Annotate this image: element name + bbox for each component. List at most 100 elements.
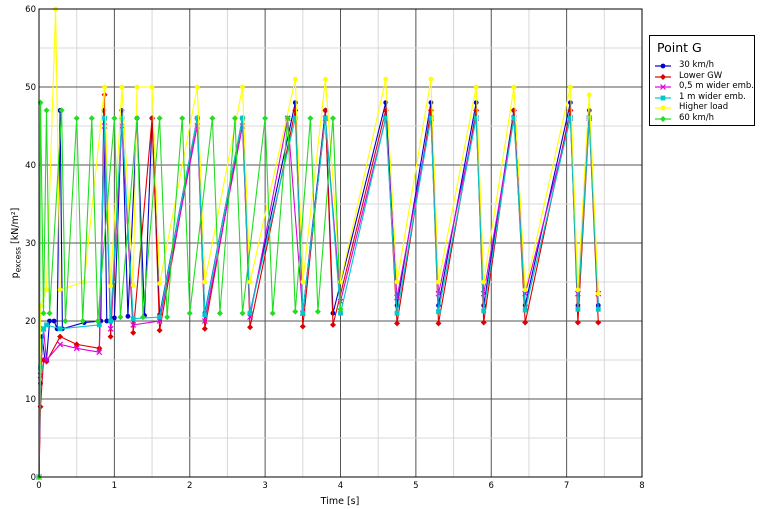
legend-entry: 60 km/h [654,113,754,124]
x-tick-label: 0 [36,481,41,491]
data-point [300,279,306,285]
legend-label: Higher load [679,102,729,112]
data-point [586,92,592,98]
data-point [107,333,114,340]
data-point [149,84,155,90]
legend-swatch [655,63,671,69]
legend-label: 1 m wider emb. [679,91,746,102]
data-point [43,358,50,365]
data-point [480,290,487,297]
data-point [269,310,276,317]
data-point [140,314,147,321]
data-point [157,281,163,286]
data-point [481,279,487,285]
x-tick-label: 6 [489,481,494,491]
data-point [428,115,434,121]
series-4 [36,6,601,480]
data-point [130,282,136,288]
x-tick-label: 3 [262,481,267,491]
data-point [231,115,238,122]
y-tick-label: 50 [25,83,36,93]
data-point [44,287,49,293]
data-point [46,310,53,317]
data-point [47,318,52,324]
data-point [586,108,592,113]
data-point [292,100,298,105]
data-point [96,322,102,328]
data-point [111,115,118,122]
legend-swatch [655,84,671,90]
data-point [660,63,666,69]
data-point [481,308,487,314]
data-point [595,319,602,326]
legend-entry: Higher load [654,102,754,113]
data-point [157,314,162,320]
data-point [307,115,314,122]
data-point [660,105,666,111]
data-point [567,100,573,105]
data-point [111,315,117,321]
legend-entry: Lower GW [654,71,754,82]
x-tick-label: 1 [112,481,117,491]
data-point [41,326,46,332]
data-point [300,310,306,316]
data-point [57,333,64,340]
data-point [119,84,125,90]
data-point [43,357,50,363]
legend-swatch [655,115,671,122]
data-point [511,84,517,90]
data-point [660,115,666,122]
data-point [435,320,442,327]
plot-frame [38,8,643,478]
y-tick-label: 30 [25,239,36,249]
data-point [179,115,186,122]
data-point [43,107,50,114]
data-point [338,310,343,316]
data-point [209,115,216,122]
data-point [323,115,328,121]
data-point [586,115,592,121]
data-point [119,115,125,121]
data-point [117,314,124,321]
y-axis-title-main: p [10,272,21,278]
data-point [567,84,573,90]
data-point [329,115,336,122]
data-point [473,84,479,90]
data-point [660,84,666,90]
data-point [394,310,400,316]
data-point [660,95,666,100]
data-point [108,283,114,289]
legend-label: 0,5 m wider emb. [679,81,754,91]
data-point [156,327,163,334]
data-point [73,115,80,122]
data-point [329,321,336,328]
data-point [44,322,49,328]
data-point [575,287,581,293]
data-point [164,314,171,321]
data-point [194,84,200,90]
legend-swatch [655,95,671,100]
data-point [299,323,306,330]
data-point [134,84,140,90]
data-point [595,291,601,297]
data-point [240,115,245,121]
data-point [428,76,434,82]
data-point [130,316,136,322]
data-point [130,321,137,328]
legend-title: Point G [657,40,702,55]
data-point [574,319,581,326]
y-axis-title-sub: excess [14,247,23,272]
y-tick-label: 0 [31,473,36,483]
data-point [383,115,389,121]
data-point [96,349,103,356]
data-point [133,115,140,122]
data-point [62,318,69,324]
data-point [240,84,245,90]
svg-text:pexcess [kN/m²]: pexcess [kN/m²] [10,208,23,279]
y-tick-labels: 0 10 20 30 40 50 60 [25,5,36,483]
data-point [660,73,666,80]
data-point [201,318,208,324]
data-point [40,310,47,317]
grid [38,8,643,478]
